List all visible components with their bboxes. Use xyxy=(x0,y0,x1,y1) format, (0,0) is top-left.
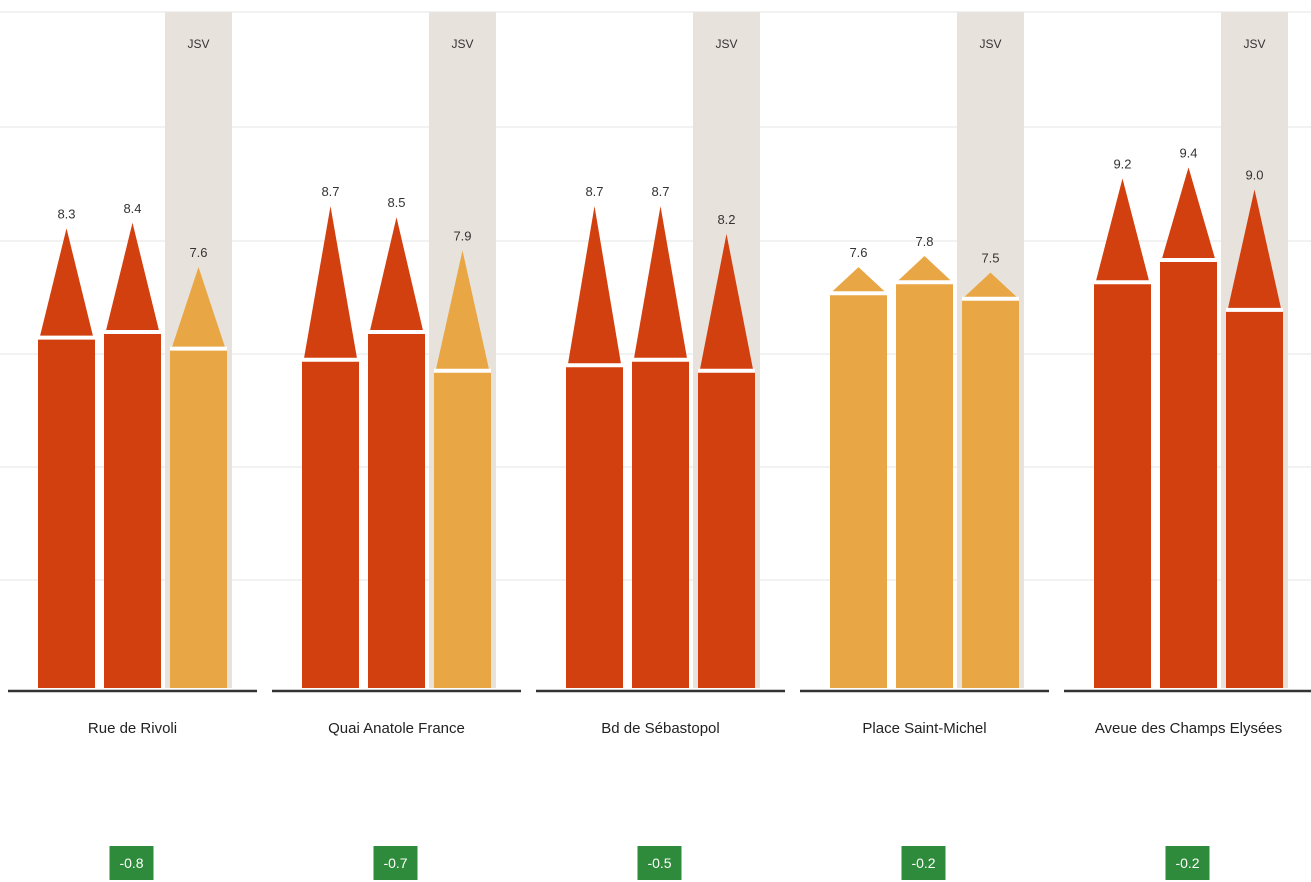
data-label: 7.6 xyxy=(849,245,867,260)
location-label: Aveue des Champs Elysées xyxy=(1095,720,1282,737)
diff-badge-text: -0.7 xyxy=(383,855,407,871)
bar-cap xyxy=(40,228,93,337)
bar-cap xyxy=(832,267,885,292)
bar-body xyxy=(1226,311,1283,688)
bar-cap xyxy=(172,267,225,348)
diff-badge-text: -0.2 xyxy=(911,855,935,871)
bar-cap xyxy=(370,217,423,331)
bar-body xyxy=(302,361,359,688)
bar-cap xyxy=(1096,178,1149,281)
bar-cap xyxy=(568,206,621,364)
jsv-label: JSV xyxy=(187,37,209,51)
diff-badge xyxy=(109,846,154,880)
data-label: 8.5 xyxy=(387,195,405,210)
bar-cap xyxy=(898,256,951,281)
diff-badge xyxy=(373,846,418,880)
jsv-label: JSV xyxy=(715,37,737,51)
diff-badge-text: -0.5 xyxy=(647,855,671,871)
data-label: 8.7 xyxy=(651,184,669,199)
diff-badge xyxy=(901,846,946,880)
bar-cap xyxy=(634,206,687,359)
bar-cap xyxy=(700,233,753,370)
bar-body xyxy=(896,283,953,688)
bar-body xyxy=(830,294,887,688)
bar-body xyxy=(1160,261,1217,688)
bar-cap xyxy=(106,222,159,331)
jsv-label: JSV xyxy=(1243,37,1265,51)
diff-badge xyxy=(637,846,682,880)
location-label: Quai Anatole France xyxy=(328,720,465,737)
bar-body xyxy=(104,333,161,688)
bar-body xyxy=(368,333,425,688)
diff-badge-text: -0.8 xyxy=(119,855,143,871)
data-label: 8.7 xyxy=(321,184,339,199)
bar-cap xyxy=(1228,189,1281,309)
bar-body xyxy=(566,366,623,688)
bar-body xyxy=(1094,283,1151,688)
bar-body xyxy=(962,300,1019,688)
data-label: 9.2 xyxy=(1113,156,1131,171)
data-label: 9.4 xyxy=(1179,145,1197,160)
bar-cap xyxy=(304,206,357,359)
bar-cap xyxy=(1162,167,1215,259)
data-label: 8.2 xyxy=(717,212,735,227)
diff-badge xyxy=(1165,846,1210,880)
bar-body xyxy=(170,350,227,688)
bar-body xyxy=(38,339,95,688)
location-label: Rue de Rivoli xyxy=(88,720,177,737)
jsv-label: JSV xyxy=(451,37,473,51)
bar-body xyxy=(632,361,689,688)
data-label: 7.6 xyxy=(189,245,207,260)
data-label: 8.4 xyxy=(123,201,141,216)
data-label: 7.8 xyxy=(915,234,933,249)
jsv-label: JSV xyxy=(979,37,1001,51)
diff-badge-text: -0.2 xyxy=(1175,855,1199,871)
data-label: 8.7 xyxy=(585,184,603,199)
bar-body xyxy=(698,372,755,688)
bar-cap xyxy=(964,272,1017,298)
data-label: 7.5 xyxy=(981,251,999,266)
data-label: 9.0 xyxy=(1245,168,1263,183)
location-label: Place Saint-Michel xyxy=(862,720,986,737)
location-label: Bd de Sébastopol xyxy=(601,720,719,737)
bar-body xyxy=(434,372,491,688)
data-label: 8.3 xyxy=(57,206,75,221)
bar-cap xyxy=(436,250,489,370)
data-label: 7.9 xyxy=(453,228,471,243)
